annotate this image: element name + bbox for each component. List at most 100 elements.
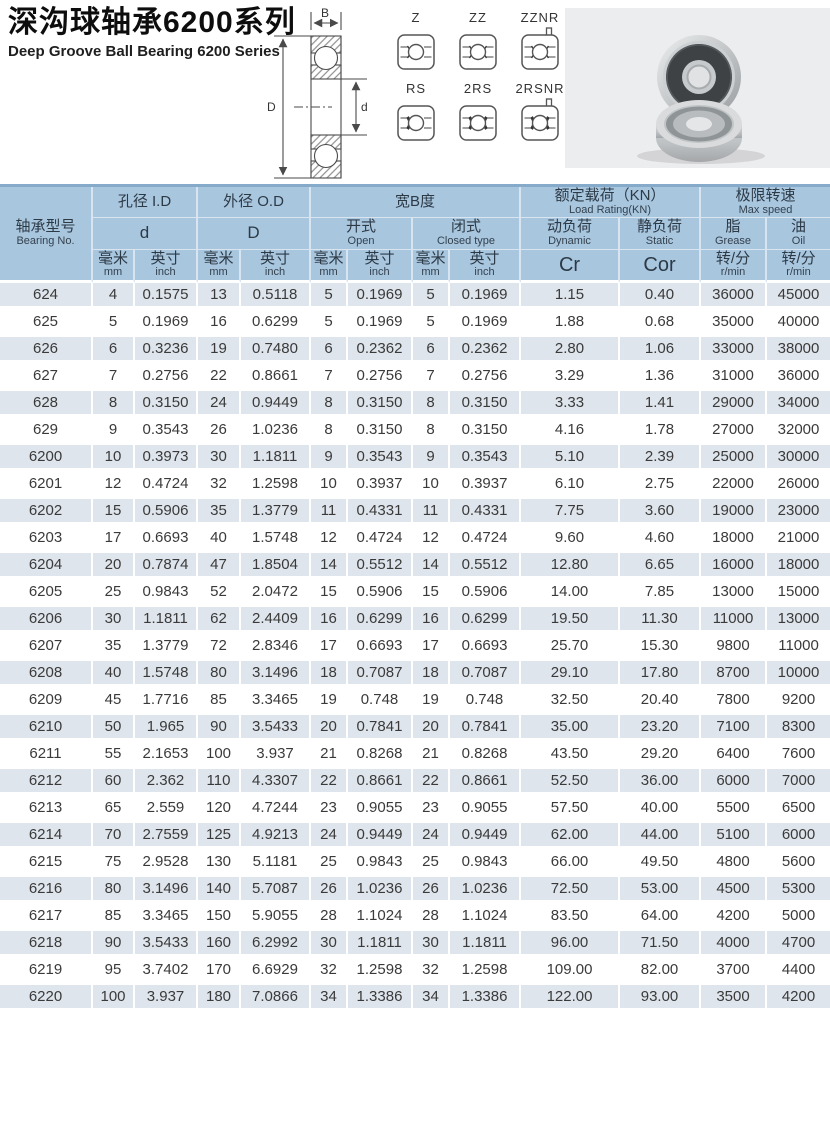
seal-type-diagrams: Z ZZ ZZNR RS 2RS 2RSNR [388, 10, 568, 146]
table-cell: 3.7402 [135, 958, 198, 986]
speed-label-zh: 极限转速 [735, 187, 796, 204]
table-cell: 9 [311, 445, 348, 473]
table-cell: 6 [311, 337, 348, 365]
table-cell: 40 [198, 526, 241, 554]
inch-en: inch [369, 266, 390, 279]
table-cell: 6206 [0, 607, 93, 635]
table-cell: 5 [413, 310, 450, 338]
table-cell: 6213 [0, 796, 93, 824]
table-cell: 4500 [701, 877, 768, 905]
table-cell: 3.33 [521, 391, 621, 419]
table-cell: 1.2598 [241, 472, 311, 500]
table-cell: 23 [413, 796, 450, 824]
table-cell: 21 [311, 742, 348, 770]
seal-type-2rs: 2RS [450, 81, 506, 146]
table-cell: 2.75 [620, 472, 702, 500]
table-cell: 7.85 [620, 580, 702, 608]
table-cell: 19.50 [521, 607, 621, 635]
table-cell: 1.0236 [348, 877, 413, 905]
bearing-photo [565, 8, 830, 168]
page-subtitle: Deep Groove Ball Bearing 6200 Series [8, 42, 280, 60]
table-cell: 83.50 [521, 904, 621, 932]
table-cell: 0.4331 [348, 499, 413, 527]
table-cell: 93.00 [620, 985, 702, 1013]
table-row: 6217 85 3.3465 150 5.9055 28 1.1024 28 1.1024 83.… [0, 904, 830, 932]
open-label-zh: 开式 [345, 218, 376, 236]
table-cell: 65 [93, 796, 135, 824]
table-cell: 3.3465 [241, 688, 311, 716]
table-cell: 0.3150 [450, 418, 522, 446]
table-cell: 6208 [0, 661, 93, 689]
table-cell: 4.60 [620, 526, 702, 554]
header-row-units: 毫米 mm 英寸 inch 毫米 mm 英寸 inch 毫米 mm 英寸 inc… [0, 249, 830, 284]
table-cell: 0.3543 [135, 418, 198, 446]
table-cell: 35.00 [521, 715, 621, 743]
table-cell: 0.2756 [135, 364, 198, 392]
table-cell: 160 [198, 931, 241, 959]
table-row: 6215 75 2.9528 130 5.1181 25 0.9843 25 0.9843 66.… [0, 850, 830, 878]
table-cell: 0.1969 [450, 283, 522, 311]
table-cell: 82.00 [620, 958, 702, 986]
table-cell: 109.00 [521, 958, 621, 986]
table-cell: 150 [198, 904, 241, 932]
table-cell: 1.3779 [241, 499, 311, 527]
table-cell: 1.88 [521, 310, 621, 338]
table-cell: 71.50 [620, 931, 702, 959]
table-cell: 11 [311, 499, 348, 527]
mm-en: mm [421, 266, 440, 279]
table-cell: 1.15 [521, 283, 621, 311]
table-cell: 90 [93, 931, 135, 959]
table-cell: 13 [198, 283, 241, 311]
table-row: 6206 30 1.1811 62 2.4409 16 0.6299 16 0.6299 19.5… [0, 607, 830, 635]
outer-symbol: D [247, 223, 260, 243]
table-row: 6213 65 2.559 120 4.7244 23 0.9055 23 0.9055 57.5… [0, 796, 830, 824]
col-header-outer: 外径 O.D [198, 187, 311, 219]
table-cell: 0.5118 [241, 283, 311, 311]
col-header-outer-symbol: D [198, 218, 311, 250]
open-label-en: Open [347, 235, 375, 248]
table-cell: 0.1969 [450, 310, 522, 338]
table-cell: 110 [198, 769, 241, 797]
header-row-groups: 轴承型号 Bearing No. 孔径 I.D 外径 O.D 宽B度 额定载荷（… [0, 187, 830, 284]
table-row: 629 9 0.3543 26 1.0236 8 0.3150 8 0.3150 4.16 1.78… [0, 418, 830, 446]
table-cell: 35 [93, 634, 135, 662]
table-cell: 32.50 [521, 688, 621, 716]
bearing-no-zh: 轴承型号 [15, 218, 76, 236]
page-title: 深沟球轴承6200系列 [8, 6, 296, 39]
table-cell: 85 [93, 904, 135, 932]
seal-type-zz: ZZ [450, 10, 506, 75]
table-cell: 3.937 [135, 985, 198, 1013]
table-cell: 0.8268 [450, 742, 522, 770]
table-cell: 31000 [701, 364, 768, 392]
table-cell: 0.2756 [348, 364, 413, 392]
table-cell: 23.20 [620, 715, 702, 743]
table-cell: 9200 [767, 688, 830, 716]
lying-bearing [656, 100, 742, 162]
table-cell: 7000 [767, 769, 830, 797]
table-cell: 16 [198, 310, 241, 338]
table-cell: 4.9213 [241, 823, 311, 851]
inch-zh: 英寸 [150, 249, 181, 267]
table-cell: 47 [198, 553, 241, 581]
table-row: 6208 40 1.5748 80 3.1496 18 0.7087 18 0.7087 29.1… [0, 661, 830, 689]
table-cell: 0.8661 [348, 769, 413, 797]
table-cell: 0.8661 [450, 769, 522, 797]
cor-symbol: Cor [643, 253, 676, 276]
table-cell: 15000 [767, 580, 830, 608]
table-cell: 36000 [767, 364, 830, 392]
col-header-closed-mm: 毫米 mm [413, 249, 450, 284]
static-label-zh: 静负荷 [637, 218, 683, 236]
table-cell: 7600 [767, 742, 830, 770]
table-cell: 26 [311, 877, 348, 905]
table-cell: 45000 [767, 283, 830, 311]
table-cell: 10 [413, 472, 450, 500]
table-cell: 30 [311, 931, 348, 959]
col-header-bore-mm: 毫米 mm [93, 249, 135, 284]
table-cell: 6205 [0, 580, 93, 608]
table-cell: 5600 [767, 850, 830, 878]
table-cell: 1.8504 [241, 553, 311, 581]
table-cell: 15 [93, 499, 135, 527]
closed-label-zh: 闭式 [451, 218, 482, 236]
table-row: 6203 17 0.6693 40 1.5748 12 0.4724 12 0.4724 9.60… [0, 526, 830, 554]
table-cell: 6216 [0, 877, 93, 905]
